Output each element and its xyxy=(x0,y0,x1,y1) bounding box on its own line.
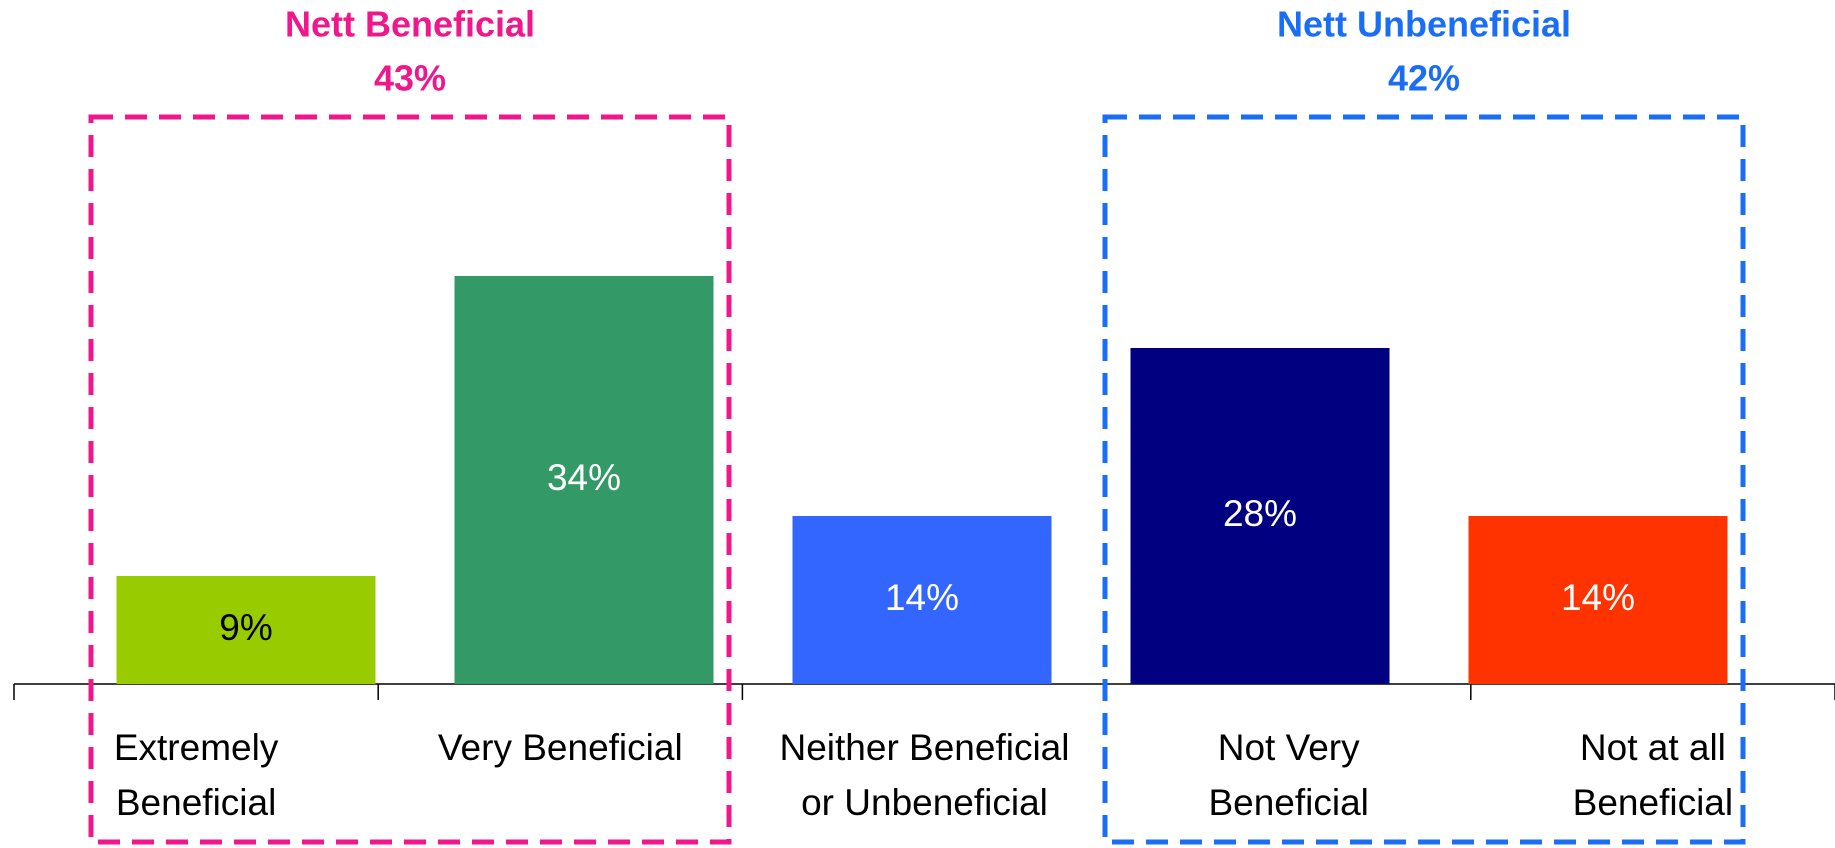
bar xyxy=(792,516,1052,684)
x-tick-label: Not Very xyxy=(1218,727,1360,768)
group-title: Nett Beneficial xyxy=(285,4,535,45)
bar xyxy=(116,576,376,684)
x-tick-label: Beneficial xyxy=(1573,782,1733,823)
x-tick-label: Very Beneficial xyxy=(438,727,683,768)
value-label: 34% xyxy=(547,457,621,498)
group-title: Nett Unbeneficial xyxy=(1277,4,1571,45)
value-label: 14% xyxy=(1561,577,1635,618)
bar xyxy=(1468,516,1728,684)
value-label: 28% xyxy=(1223,493,1297,534)
group-value: 42% xyxy=(1388,58,1460,99)
x-tick-label: Neither Beneficial xyxy=(780,727,1070,768)
group-value: 43% xyxy=(374,58,446,99)
x-tick-label: Extremely xyxy=(114,727,279,768)
value-label: 14% xyxy=(885,577,959,618)
x-tick-label: Beneficial xyxy=(116,782,276,823)
x-tick-label: Not at all xyxy=(1580,727,1726,768)
bar xyxy=(454,276,714,684)
x-tick-label: or Unbeneficial xyxy=(801,782,1048,823)
bar xyxy=(1130,348,1390,684)
group-box xyxy=(88,114,732,845)
group-box xyxy=(1102,114,1746,845)
value-label: 9% xyxy=(219,607,272,648)
x-tick-label: Beneficial xyxy=(1208,782,1368,823)
